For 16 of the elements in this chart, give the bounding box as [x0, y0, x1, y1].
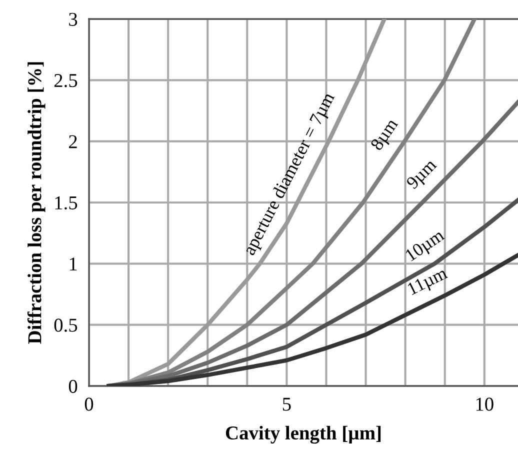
- x-axis-title: Cavity length [µm]: [226, 426, 381, 444]
- y-axis-title: Diffraction loss per roundtrip [%]: [27, 62, 46, 344]
- y-tick-label: 3: [69, 12, 78, 26]
- text: 9µm: [406, 158, 440, 192]
- text: 8µm: [370, 117, 402, 154]
- y-tick-label: 1.5: [55, 196, 78, 210]
- x-tick-label: 0: [84, 398, 94, 411]
- y-tick-label: 1: [70, 258, 77, 270]
- text: 11µm: [406, 266, 450, 298]
- y-tick-label: 0: [68, 380, 78, 393]
- y-tick-label: 2.5: [54, 74, 78, 88]
- y-tick-label: 0.5: [54, 318, 78, 332]
- text: 10µm: [404, 228, 448, 264]
- x-tick-label: 5: [282, 398, 291, 411]
- y-tick-label: 2: [69, 135, 77, 148]
- x-tick-label: 10: [476, 398, 494, 411]
